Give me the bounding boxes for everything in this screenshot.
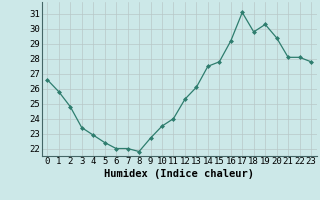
X-axis label: Humidex (Indice chaleur): Humidex (Indice chaleur) [104,169,254,179]
